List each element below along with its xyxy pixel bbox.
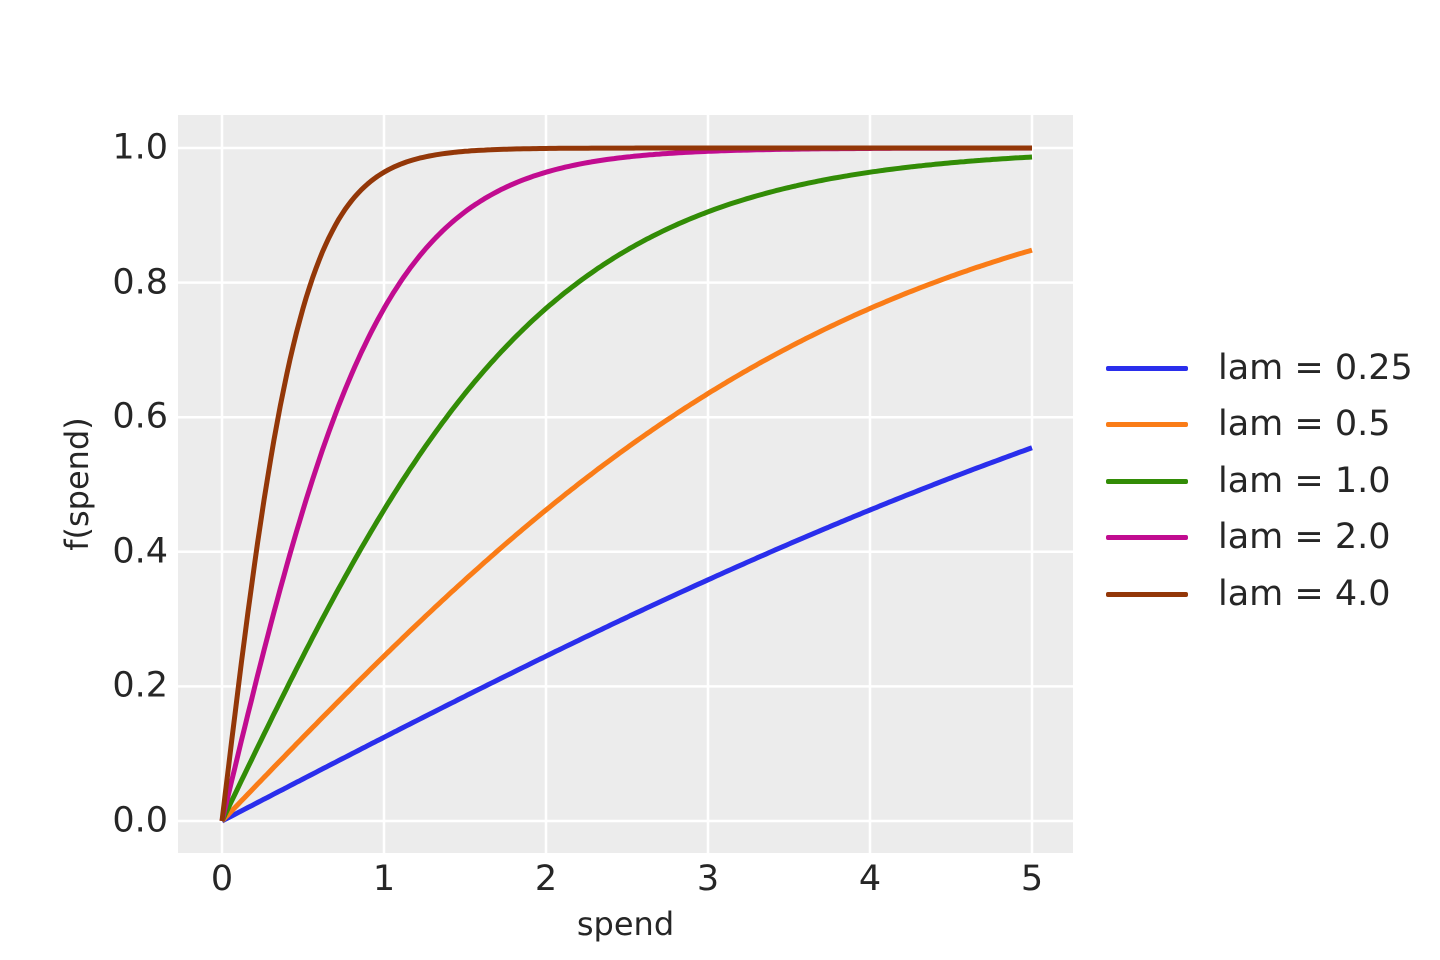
legend-label: lam = 2.0 <box>1218 517 1391 558</box>
x-axis-label: spend <box>576 905 675 943</box>
legend-entry: lam = 2.0 <box>1106 510 1413 567</box>
legend-label: lam = 0.5 <box>1218 404 1391 445</box>
curve-lam=0.25 <box>220 445 1033 824</box>
curve-lam=0.5 <box>220 247 1033 823</box>
legend-label: lam = 0.25 <box>1218 347 1413 388</box>
y-tick-label: 0.6 <box>112 396 168 437</box>
x-tick-label: 5 <box>1020 859 1044 899</box>
legend-label: lam = 4.0 <box>1218 573 1391 614</box>
legend-entry: lam = 0.5 <box>1106 397 1413 454</box>
legend-line-swatch <box>1106 422 1188 428</box>
legend-line-swatch <box>1106 478 1188 484</box>
legend-line-swatch <box>1106 535 1188 541</box>
legend-entry: lam = 4.0 <box>1106 566 1413 623</box>
x-tick-label: 3 <box>696 859 720 899</box>
x-tick-label: 0 <box>210 859 234 899</box>
x-tick-label: 1 <box>372 859 396 899</box>
y-tick-label: 0.2 <box>112 665 168 706</box>
y-tick-label: 0.0 <box>112 800 168 841</box>
y-tick-label: 0.4 <box>112 531 168 572</box>
legend: lam = 0.25 lam = 0.5 lam = 1.0 lam = 2.0 lam… <box>1106 340 1413 623</box>
legend-entry: lam = 0.25 <box>1106 340 1413 397</box>
legend-line-swatch <box>1106 591 1188 597</box>
legend-line-swatch <box>1106 365 1188 371</box>
y-axis-label: f(spend) <box>58 417 96 551</box>
x-tick-label: 4 <box>858 859 882 899</box>
legend-label: lam = 1.0 <box>1218 460 1391 501</box>
curve-lam=1.0 <box>219 154 1033 823</box>
y-tick-label: 1.0 <box>112 127 168 168</box>
legend-entry: lam = 1.0 <box>1106 453 1413 510</box>
curve-lam=4.0 <box>219 145 1032 822</box>
y-tick-label: 0.8 <box>112 262 168 303</box>
x-tick-label: 2 <box>534 859 558 899</box>
